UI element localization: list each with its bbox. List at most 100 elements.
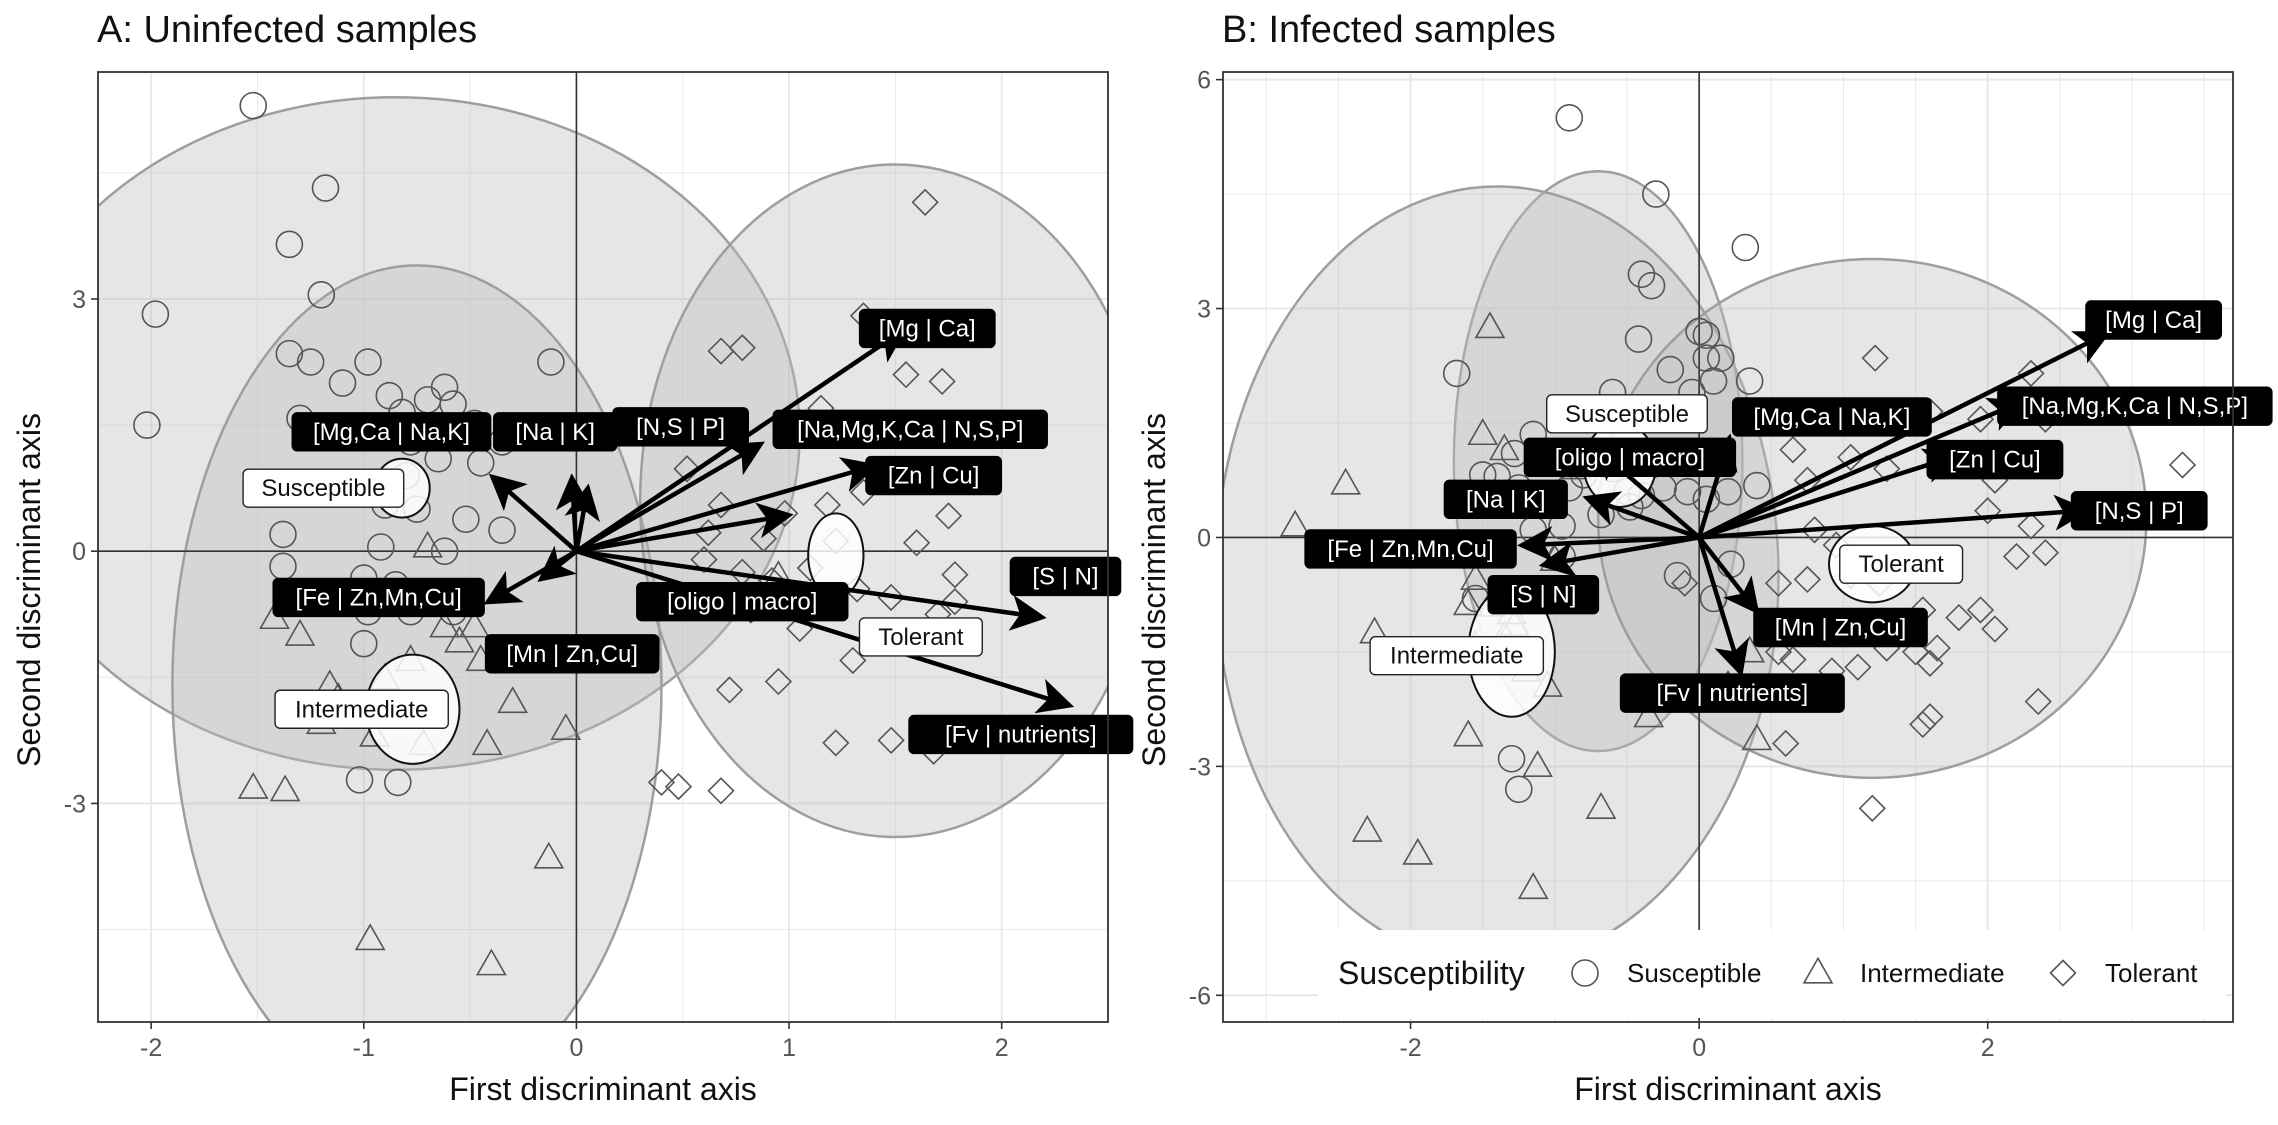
point-tolerant <box>715 676 744 704</box>
arrow-label-text: [N,S | P] <box>636 414 725 441</box>
point-intermediate <box>1585 792 1617 819</box>
point-tolerant <box>673 455 701 483</box>
point-susceptible <box>430 537 459 566</box>
loading-arrow <box>1698 494 2091 540</box>
point-susceptible <box>354 348 382 376</box>
point-susceptible <box>275 230 304 259</box>
point-tolerant <box>2031 539 2060 567</box>
point-tolerant <box>1837 443 1865 471</box>
legend-label-tolerant: Tolerant <box>2105 958 2198 988</box>
point-intermediate <box>1452 588 1484 616</box>
arrow-label: [S | N] <box>1487 574 1600 615</box>
arrow-label-text: [oligo | macro] <box>667 589 817 616</box>
group-label-intermediate: Intermediate <box>1369 636 1545 676</box>
point-tolerant <box>877 726 905 754</box>
point-susceptible <box>1624 325 1653 353</box>
point-tolerant <box>664 772 693 801</box>
arrow-label: [oligo | macro] <box>1523 437 1737 478</box>
point-intermediate <box>1351 814 1383 842</box>
point-tolerant <box>1779 436 1807 464</box>
point-intermediate <box>1488 433 1520 461</box>
point-tolerant <box>1909 710 1937 739</box>
arrow-label-text: [Mg,Ca | Na,K] <box>313 419 470 446</box>
arrow-label-box <box>1731 397 1932 437</box>
arrow-label-text: [Zn | Cu] <box>888 463 980 490</box>
loading-arrow <box>555 473 592 552</box>
arrow-label: [Na | K] <box>1443 479 1568 520</box>
point-susceptible <box>1743 471 1771 500</box>
arrow-label: [Na,Mg,K,Ca | N,S,P] <box>772 409 1048 450</box>
panel-a-x-axis-label: First discriminant axis <box>449 1071 757 1107</box>
point-tolerant <box>1916 703 1944 731</box>
group-label-susceptible-text: Susceptible <box>1565 401 1689 428</box>
point-susceptible <box>1642 180 1670 208</box>
arrow-label-text: [Na | K] <box>515 419 595 446</box>
point-tolerant <box>1779 645 1807 674</box>
arrow-label-text: [oligo | macro] <box>1555 444 1705 471</box>
x-tick-label: -2 <box>140 1034 162 1062</box>
loading-arrow <box>576 502 794 554</box>
point-tolerant <box>1858 794 1886 822</box>
arrow-label: [Fv | nutrients] <box>1619 673 1845 713</box>
point-tolerant <box>764 667 793 696</box>
point-susceptible <box>133 411 161 439</box>
group-label-tolerant: Tolerant <box>1839 544 1964 584</box>
point-tolerant <box>1916 649 1944 677</box>
arrow-label-box <box>1997 386 2273 426</box>
point-intermediate <box>429 610 460 638</box>
point-intermediate <box>458 610 490 638</box>
point-intermediate <box>1467 418 1499 446</box>
group-label-intermediate-text: Intermediate <box>1390 643 1523 670</box>
point-susceptible <box>1735 367 1764 395</box>
arrow-label-box <box>1926 439 2064 480</box>
point-susceptible <box>296 348 325 376</box>
point-tolerant <box>1974 497 2002 525</box>
y-tick-label: 0 <box>1197 524 1211 552</box>
arrow-label: [N,S | P] <box>612 407 750 447</box>
point-tolerant <box>1981 615 2009 643</box>
arrow-label-text: [Fv | nutrients] <box>945 721 1097 748</box>
group-label-susceptible-text: Susceptible <box>261 475 385 502</box>
panel-b-title: B: Infected samples <box>1222 9 1556 51</box>
point-susceptible <box>1673 477 1702 506</box>
point-intermediate <box>1330 467 1362 495</box>
point-susceptible <box>1442 359 1471 388</box>
x-tick-label: 2 <box>995 1034 1009 1062</box>
arrow-label-box <box>1443 479 1568 520</box>
point-susceptible <box>345 766 374 794</box>
point-susceptible <box>328 369 357 397</box>
point-intermediate <box>1474 311 1506 339</box>
x-tick-label: 0 <box>569 1034 583 1062</box>
loading-arrow <box>1698 397 2025 540</box>
point-tolerant <box>822 729 850 757</box>
arrow-label-box <box>865 455 1003 496</box>
panel-b-border <box>1222 71 2234 1023</box>
x-tick-label: -2 <box>1399 1034 1421 1062</box>
point-susceptible <box>239 91 268 120</box>
arrow-label-box <box>2070 491 2208 531</box>
panel-a: A: Uninfected samples First discriminant… <box>11 9 1134 1107</box>
point-intermediate <box>1279 509 1311 537</box>
point-tolerant <box>1966 596 1995 624</box>
legend-marker-intermediate <box>1802 956 1834 984</box>
arrow-label-box <box>291 412 492 452</box>
point-susceptible <box>1656 355 1685 384</box>
loading-arrow <box>1697 536 1760 615</box>
panel-b-x-axis-label: First discriminant axis <box>1574 1071 1882 1107</box>
point-intermediate <box>284 618 316 646</box>
point-intermediate <box>1522 750 1553 777</box>
group-label-susceptible: Susceptible <box>242 468 405 508</box>
arrow-label: [Fe | Zn,Mn,Cu] <box>272 577 485 618</box>
point-tolerant <box>1901 638 1930 666</box>
group-label-tolerant-box <box>858 617 983 657</box>
point-susceptible <box>1685 317 1713 346</box>
loading-arrow <box>575 441 765 554</box>
point-intermediate <box>1460 563 1491 591</box>
point-tolerant <box>647 768 676 797</box>
arrow-label: [Fv | nutrients] <box>908 714 1134 755</box>
arrow-label-box <box>1523 437 1737 478</box>
x-tick-label: 1 <box>782 1034 796 1062</box>
panel-b: B: Infected samples First discriminant a… <box>1136 9 2273 1107</box>
point-intermediate <box>475 948 507 976</box>
